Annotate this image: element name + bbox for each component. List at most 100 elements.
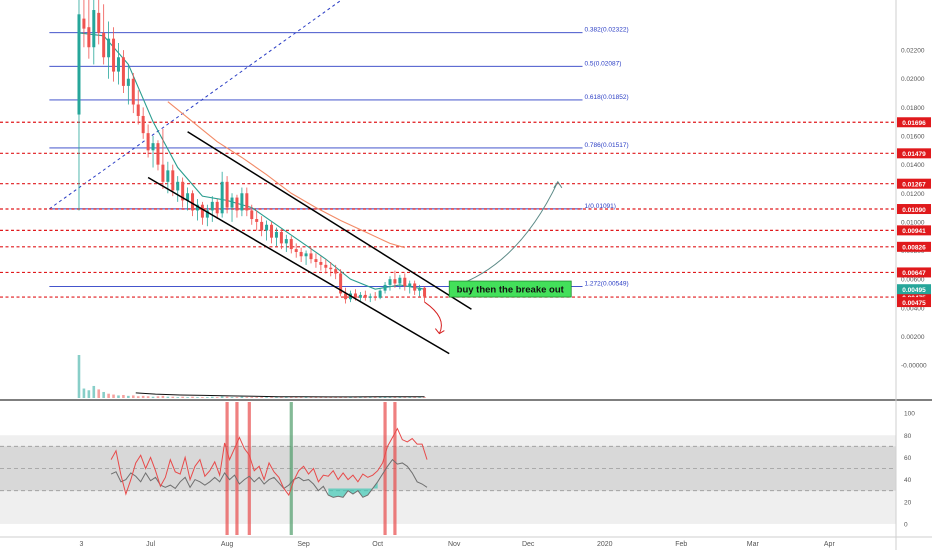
candle-body (309, 253, 313, 260)
candle-body (235, 197, 239, 211)
candle-body (265, 224, 269, 231)
volume-bar (141, 395, 145, 398)
osc-signal-bar (247, 402, 251, 535)
candle-body (403, 277, 407, 287)
volume-bar (403, 397, 407, 398)
volume-bar (344, 397, 347, 398)
volume-bar (294, 397, 298, 398)
volume-bar (309, 397, 313, 398)
volume-bar (176, 397, 180, 398)
resistance-badge (897, 241, 931, 252)
volume-bar (122, 394, 125, 398)
fib-level-label: 1.272(0.00549) (585, 280, 629, 287)
resistance-badge-label: 0.00941 (902, 228, 926, 235)
fib-level-label: 0.5(0.02087) (585, 60, 622, 67)
resistance-badge-label: 0.00826 (902, 245, 926, 252)
resistance-badge (897, 178, 931, 189)
osc-tick-label: 100 (904, 411, 915, 418)
price-badge (897, 297, 931, 308)
volume-bar (408, 397, 412, 398)
candle-body (205, 210, 209, 218)
price-tick-label: 0.00600 (901, 277, 925, 284)
volume-bar (423, 397, 426, 398)
candle-body (334, 269, 338, 274)
price-tick-label: 0.02200 (901, 48, 925, 55)
candle-body (156, 143, 160, 165)
candle-body (368, 296, 372, 298)
candle-body (195, 204, 199, 211)
volume-bar (92, 385, 96, 398)
volume-bar (171, 396, 175, 398)
volume-bar (186, 397, 189, 398)
candle-body (314, 259, 318, 262)
volume-bar (378, 396, 382, 398)
volume-bar (413, 397, 416, 398)
volume-bar (364, 397, 367, 398)
volume-bar (285, 397, 288, 398)
price-tick-label: 0.01400 (901, 162, 925, 169)
fib-trend-line (49, 0, 343, 210)
forecast-up-arrow (454, 181, 559, 287)
candle-body (210, 201, 214, 211)
volume-bar (324, 397, 328, 398)
channel-lower-line (147, 176, 450, 355)
volume-bar (240, 396, 244, 398)
price-tick-label: 0.02000 (901, 76, 925, 83)
time-tick-label: Nov (448, 541, 461, 548)
candle-body (373, 296, 377, 298)
candle-body (151, 143, 155, 151)
volume-bar (275, 397, 278, 398)
resistance-badge-label: 0.01090 (902, 207, 926, 214)
candle-body (363, 294, 367, 298)
volume-bars (77, 355, 426, 398)
volume-bar (215, 397, 219, 398)
fib-levels: 0.382(0.02322) 0.5(0.02087) 0.618(0.01852)… (49, 0, 629, 287)
volume-bar (112, 394, 115, 398)
volume-bar (245, 397, 249, 398)
candle-body (146, 133, 150, 151)
forecast-up-arrowhead (553, 180, 563, 189)
price-tick-label: 0.01200 (901, 191, 925, 198)
osc-tick-label: 0 (904, 521, 908, 528)
channel-upper-line (187, 131, 472, 310)
candle-body (200, 204, 204, 218)
price-badge-label: 0.00475 (902, 300, 926, 307)
volume-bar (299, 397, 303, 398)
volume-bar (181, 396, 184, 398)
volume-bar (349, 397, 352, 398)
candle-body (230, 197, 234, 208)
candle-body (225, 181, 229, 208)
time-tick-label: Dec (522, 541, 535, 548)
time-tick-label: Mar (747, 541, 760, 548)
volume-bar (304, 397, 308, 398)
price-badge-label: 0.00495 (902, 287, 926, 294)
candle-body (353, 293, 357, 298)
candle-body (87, 27, 91, 48)
price-tick-label: -0.00000 (901, 363, 927, 370)
candle-body (413, 283, 417, 291)
candle-body (255, 219, 259, 222)
volume-bar (225, 396, 229, 398)
volume-bar (265, 397, 268, 398)
resistance-badge-label: 0.01267 (902, 181, 926, 188)
fib-level-label: 0.382(0.02322) (585, 27, 629, 34)
candle-body (299, 251, 303, 257)
drawings: buy then the breake out (147, 131, 572, 355)
candle-body (131, 78, 135, 105)
osc-signal-bar (235, 402, 239, 535)
candle-body (141, 115, 145, 134)
candle-body (92, 10, 96, 48)
candle-body (378, 290, 382, 298)
candle-body (220, 181, 224, 214)
price-tick-label: 0.01000 (901, 219, 925, 226)
fib-level-label: 0.786(0.01517) (585, 142, 629, 149)
fib-level-label: 1(0.01091) (585, 203, 616, 210)
axes: 0.02200 0.02000 0.01800 0.01600 0.01400 0.012… (80, 48, 928, 548)
volume-bar (393, 396, 397, 398)
volume-ma-line (135, 392, 425, 398)
candle-body (260, 221, 264, 231)
volume-bar (359, 397, 362, 398)
candle-body (77, 14, 81, 115)
